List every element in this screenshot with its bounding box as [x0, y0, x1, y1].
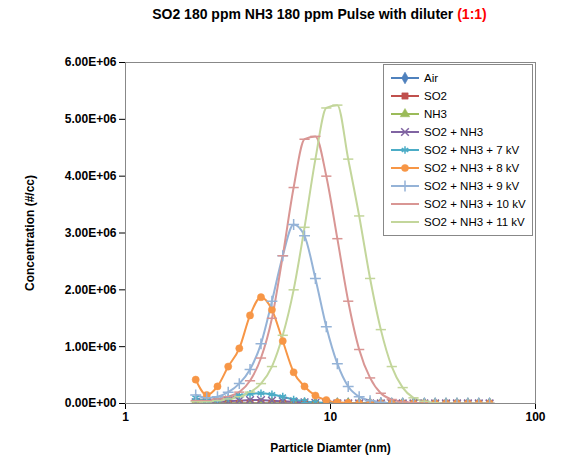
html-text:SO2: SO2 [424, 90, 447, 102]
html-text:SO2 + NH3 + 11 kV: SO2 + NH3 + 11 kV [424, 216, 525, 228]
html-text:SO2 + NH3: SO2 + NH3 [424, 126, 484, 138]
svg-text:5.00E+06: 5.00E+06 [65, 112, 117, 126]
html-text:SO2 180 ppm NH3 180 ppm Pulse: SO2 180 ppm NH3 180 ppm Pulse with dilut… [152, 6, 487, 22]
svg-text:2.00E+06: 2.00E+06 [65, 283, 117, 297]
svg-text:3.00E+06: 3.00E+06 [65, 226, 117, 240]
html-text:SO2 + NH3 + 7 kV: SO2 + NH3 + 7 kV [424, 144, 520, 156]
svg-text:4.00E+06: 4.00E+06 [65, 169, 117, 183]
html-text:Air: Air [424, 72, 439, 84]
html-text:NH3: NH3 [424, 108, 447, 120]
html-text:SO2 + NH3 + 8 kV: SO2 + NH3 + 8 kV [424, 162, 520, 174]
svg-text:6.00E+06: 6.00E+06 [65, 55, 117, 69]
svg-text:100: 100 [525, 410, 545, 424]
html-text:SO2 + NH3 + 9 kV: SO2 + NH3 + 9 kV [424, 180, 520, 192]
svg-text:1.00E+06: 1.00E+06 [65, 340, 117, 354]
svg-text:1: 1 [122, 410, 129, 424]
svg-text:Concentration (#/cc): Concentration (#/cc) [23, 175, 37, 291]
svg-text:Particle Diamter (nm): Particle Diamter (nm) [270, 441, 391, 455]
svg-text:0.00E+00: 0.00E+00 [65, 396, 117, 410]
svg-text:10: 10 [324, 410, 338, 424]
html-text:SO2 + NH3 + 10 kV: SO2 + NH3 + 10 kV [424, 198, 526, 210]
